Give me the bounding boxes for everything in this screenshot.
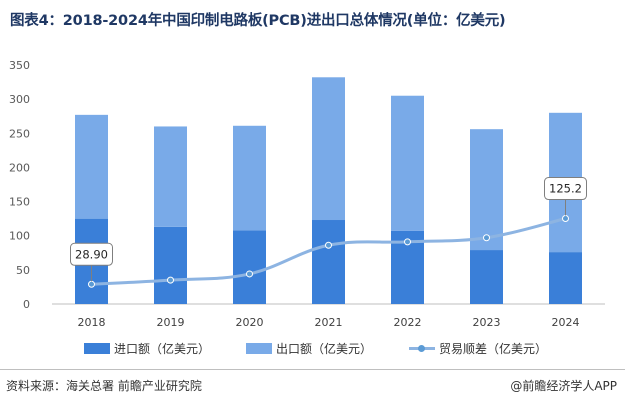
bar-export (470, 129, 503, 251)
y-tick-label: 150 (9, 196, 30, 209)
legend: 进口额（亿美元） 出口额（亿美元） 贸易顺差（亿美元） (0, 340, 625, 358)
bar-export (391, 95, 424, 231)
source-note: 资料来源：海关总署 前瞻产业研究院 (6, 379, 202, 393)
y-tick-label: 200 (9, 161, 30, 174)
legend-swatch-balance (409, 343, 435, 354)
data-label-box (544, 177, 587, 201)
brand-credit: @前瞻经济学人APP (510, 379, 617, 393)
bar-export (154, 126, 187, 227)
data-label: 28.90 (75, 247, 108, 261)
bar-import (154, 226, 187, 304)
bar-import (233, 230, 266, 304)
bar-import (470, 250, 503, 304)
x-tick-label: 2021 (315, 316, 343, 329)
legend-swatch-import (84, 343, 110, 354)
legend-item-export: 出口额（亿美元） (246, 340, 372, 357)
legend-item-import: 进口额（亿美元） (84, 340, 210, 357)
balance-point (167, 276, 174, 284)
balance-point (404, 238, 411, 246)
legend-item-balance: 贸易顺差（亿美元） (409, 340, 547, 357)
bar-export (312, 77, 345, 221)
balance-point (325, 241, 332, 249)
x-tick-label: 2022 (394, 316, 422, 329)
y-tick-label: 300 (9, 93, 30, 106)
bar-import (312, 220, 345, 304)
legend-label-export: 出口额（亿美元） (276, 342, 373, 356)
data-label-box (70, 242, 113, 266)
footer-divider (0, 369, 625, 370)
data-label: 125.2 (549, 182, 582, 196)
balance-point (483, 234, 490, 242)
bar-import (549, 252, 582, 304)
y-tick-label: 0 (23, 298, 30, 311)
legend-label-import: 进口额（亿美元） (114, 342, 211, 356)
chart-area: 0 50 100 150 200 250 300 350 2018 2019 2020 2021 202… (9, 59, 605, 329)
balance-point (246, 270, 253, 278)
chart-title: 图表4：2018-2024年中国印制电路板(PCB)进出口总体情况(单位：亿美元… (10, 13, 506, 29)
x-tick-label: 2023 (473, 316, 501, 329)
balance-point (88, 280, 95, 288)
x-tick-label: 2024 (552, 316, 580, 329)
y-tick-label: 250 (9, 127, 30, 140)
legend-swatch-export (246, 343, 272, 354)
x-tick-label: 2019 (157, 316, 185, 329)
y-tick-label: 100 (9, 230, 30, 243)
x-tick-label: 2018 (78, 316, 106, 329)
x-tick-label: 2020 (236, 316, 264, 329)
bar-export (233, 125, 266, 231)
bar-export (75, 114, 108, 219)
legend-label-balance: 贸易顺差（亿美元） (439, 342, 548, 356)
balance-point (562, 215, 569, 223)
y-tick-label: 350 (9, 59, 30, 72)
y-tick-label: 50 (16, 264, 30, 277)
